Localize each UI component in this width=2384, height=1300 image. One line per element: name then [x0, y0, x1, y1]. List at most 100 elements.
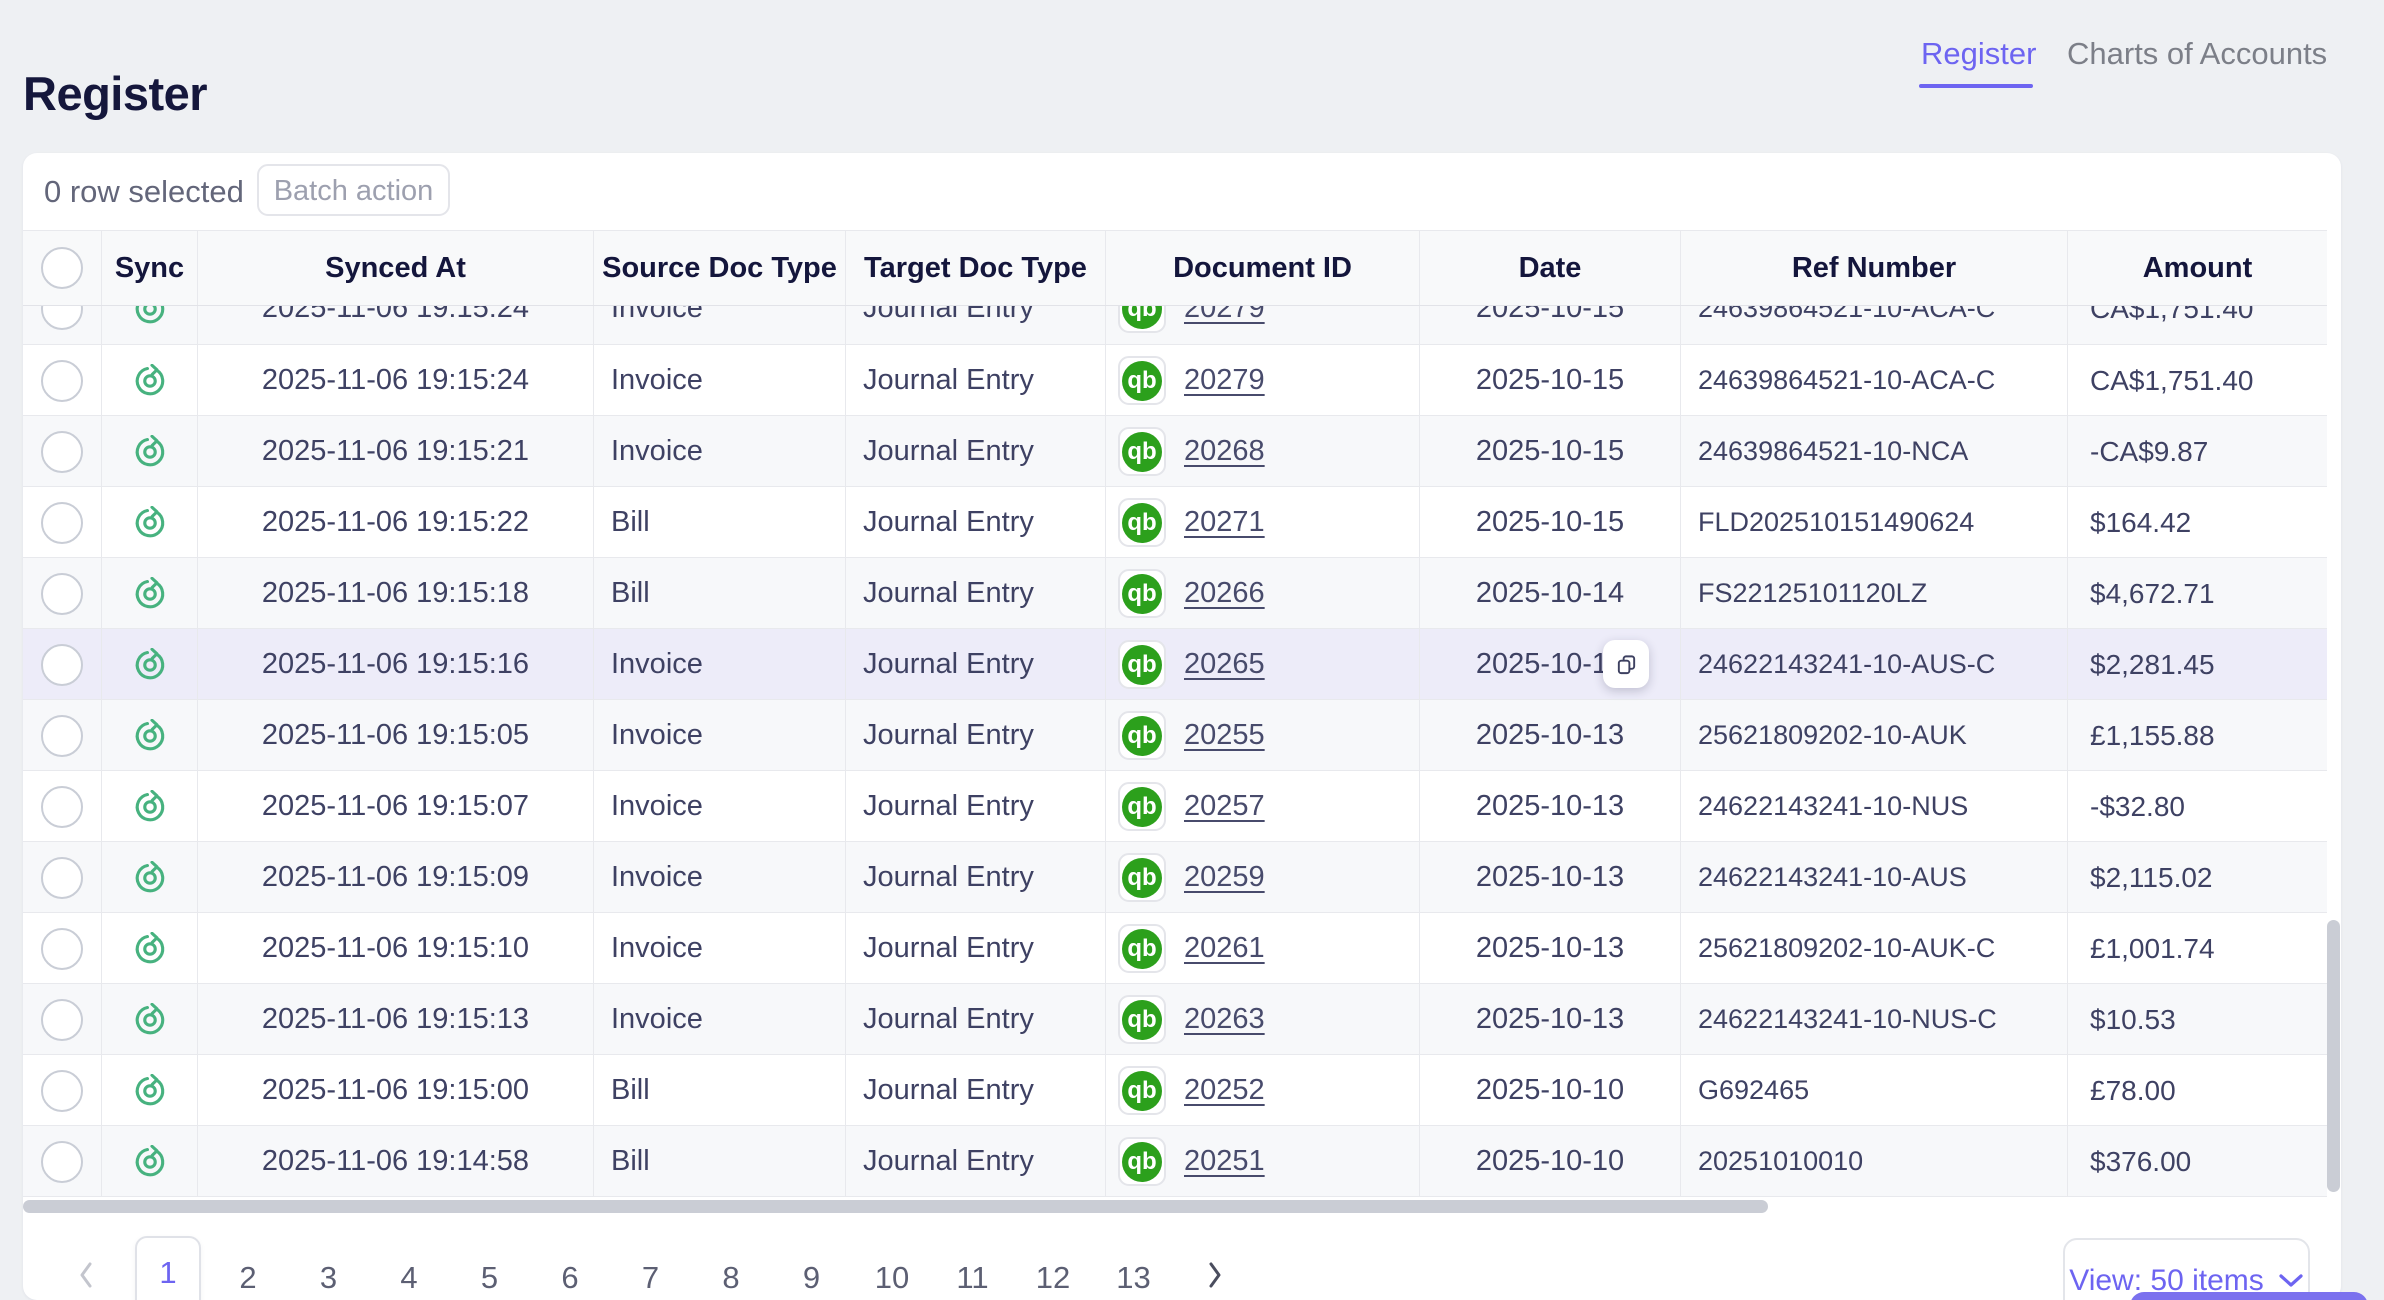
header-cell-source: Source Doc Type	[594, 231, 846, 305]
sync-status-icon[interactable]	[133, 861, 167, 895]
page-number[interactable]: 3	[299, 1253, 359, 1300]
document-id-link[interactable]: 20279	[1184, 306, 1265, 325]
page-number[interactable]: 10	[862, 1253, 922, 1300]
row-checkbox[interactable]	[41, 431, 83, 473]
table-row: 2025-11-06 19:15:09InvoiceJournal Entryq…	[23, 842, 2327, 913]
row-checkbox[interactable]	[41, 502, 83, 544]
sync-status-icon[interactable]	[133, 577, 167, 611]
quickbooks-icon: qb	[1122, 432, 1162, 472]
document-id-cell: qb 20263	[1106, 984, 1420, 1055]
page-number[interactable]: 2	[218, 1253, 278, 1300]
sync-status-icon[interactable]	[133, 435, 167, 469]
tab-charts-of-accounts[interactable]: Charts of Accounts	[2067, 36, 2327, 72]
chat-widget[interactable]	[2130, 1292, 2368, 1300]
header-cell-target: Target Doc Type	[846, 231, 1106, 305]
document-id-link[interactable]: 20257	[1184, 790, 1265, 823]
date-cell: 2025-10-13	[1420, 700, 1681, 771]
row-checkbox[interactable]	[41, 1141, 83, 1183]
page-number[interactable]: 9	[782, 1253, 842, 1300]
quickbooks-icon-button[interactable]: qb	[1118, 711, 1166, 760]
sync-status-cell	[102, 913, 198, 984]
sync-status-icon[interactable]	[133, 648, 167, 682]
quickbooks-icon: qb	[1122, 1142, 1162, 1182]
document-id-link[interactable]: 20271	[1184, 506, 1265, 539]
ref-number-cell: 25621809202-10-AUK	[1681, 700, 2068, 771]
page-number-active[interactable]: 1	[135, 1236, 201, 1300]
row-checkbox[interactable]	[41, 573, 83, 615]
vertical-scrollbar-thumb[interactable]	[2327, 920, 2340, 1192]
ref-number-cell: 24639864521-10-ACA-C	[1681, 306, 2068, 344]
sync-status-cell	[102, 345, 198, 416]
quickbooks-icon-button[interactable]: qb	[1118, 1066, 1166, 1115]
quickbooks-icon-button[interactable]: qb	[1118, 498, 1166, 547]
horizontal-scrollbar-thumb[interactable]	[23, 1200, 1768, 1213]
row-checkbox[interactable]	[41, 644, 83, 686]
tab-register[interactable]: Register	[1921, 36, 2036, 72]
row-checkbox[interactable]	[41, 715, 83, 757]
sync-status-icon[interactable]	[133, 790, 167, 824]
sync-status-cell	[102, 416, 198, 487]
batch-action-button[interactable]: Batch action	[257, 164, 450, 216]
quickbooks-icon-button[interactable]: qb	[1118, 1137, 1166, 1186]
view-items-selector[interactable]: View: 50 items	[2063, 1238, 2310, 1300]
row-checkbox-cell	[23, 913, 102, 984]
document-id-link[interactable]: 20252	[1184, 1074, 1265, 1107]
quickbooks-icon-button[interactable]: qb	[1118, 995, 1166, 1044]
source-doc-type-cell: Invoice	[594, 984, 846, 1055]
sync-status-icon[interactable]	[133, 306, 167, 326]
page-number[interactable]: 11	[943, 1253, 1003, 1300]
target-doc-type-cell: Journal Entry	[846, 487, 1106, 558]
date-cell: 2025-10-14	[1420, 558, 1681, 629]
document-id-link[interactable]: 20261	[1184, 932, 1265, 965]
target-doc-type-cell: Journal Entry	[846, 416, 1106, 487]
page-number[interactable]: 4	[379, 1253, 439, 1300]
quickbooks-icon-button[interactable]: qb	[1118, 569, 1166, 618]
pagination-next[interactable]	[1195, 1261, 1235, 1294]
row-checkbox[interactable]	[41, 1070, 83, 1112]
page-number[interactable]: 13	[1104, 1253, 1164, 1300]
page-number[interactable]: 5	[460, 1253, 520, 1300]
row-checkbox[interactable]	[41, 360, 83, 402]
quickbooks-icon-button[interactable]: qb	[1118, 924, 1166, 973]
row-checkbox[interactable]	[41, 857, 83, 899]
quickbooks-icon-button[interactable]: qb	[1118, 782, 1166, 831]
quickbooks-icon-button[interactable]: qb	[1118, 427, 1166, 476]
document-id-link[interactable]: 20266	[1184, 577, 1265, 610]
document-id-cell: qb 20271	[1106, 487, 1420, 558]
document-id-link[interactable]: 20268	[1184, 435, 1265, 468]
quickbooks-icon-button[interactable]: qb	[1118, 356, 1166, 405]
document-id-link[interactable]: 20255	[1184, 719, 1265, 752]
row-checkbox[interactable]	[41, 786, 83, 828]
row-checkbox[interactable]	[41, 999, 83, 1041]
sync-status-icon[interactable]	[133, 1074, 167, 1108]
quickbooks-icon: qb	[1122, 503, 1162, 543]
page-number[interactable]: 12	[1023, 1253, 1083, 1300]
table-row: 2025-11-06 19:15:10InvoiceJournal Entryq…	[23, 913, 2327, 984]
sync-status-icon[interactable]	[133, 1145, 167, 1179]
row-checkbox-cell	[23, 487, 102, 558]
document-id-link[interactable]: 20279	[1184, 364, 1265, 397]
document-id-link[interactable]: 20251	[1184, 1145, 1265, 1178]
sync-status-icon[interactable]	[133, 506, 167, 540]
quickbooks-icon: qb	[1122, 1071, 1162, 1111]
document-id-link[interactable]: 20265	[1184, 648, 1265, 681]
quickbooks-icon-button[interactable]: qb	[1118, 306, 1166, 333]
copy-button[interactable]	[1603, 640, 1649, 688]
sync-status-icon[interactable]	[133, 932, 167, 966]
select-all-checkbox[interactable]	[41, 247, 83, 289]
page-title: Register	[23, 66, 207, 121]
page-number[interactable]: 7	[621, 1253, 681, 1300]
quickbooks-icon-button[interactable]: qb	[1118, 640, 1166, 689]
page-number[interactable]: 6	[540, 1253, 600, 1300]
sync-status-icon[interactable]	[133, 364, 167, 398]
synced-at-cell: 2025-11-06 19:15:22	[198, 487, 594, 558]
quickbooks-icon-button[interactable]: qb	[1118, 853, 1166, 902]
document-id-link[interactable]: 20263	[1184, 1003, 1265, 1036]
row-checkbox[interactable]	[41, 928, 83, 970]
sync-status-icon[interactable]	[133, 1003, 167, 1037]
document-id-link[interactable]: 20259	[1184, 861, 1265, 894]
pagination-prev[interactable]	[66, 1261, 106, 1294]
sync-status-icon[interactable]	[133, 719, 167, 753]
page-number[interactable]: 8	[701, 1253, 761, 1300]
row-checkbox[interactable]	[41, 306, 83, 330]
